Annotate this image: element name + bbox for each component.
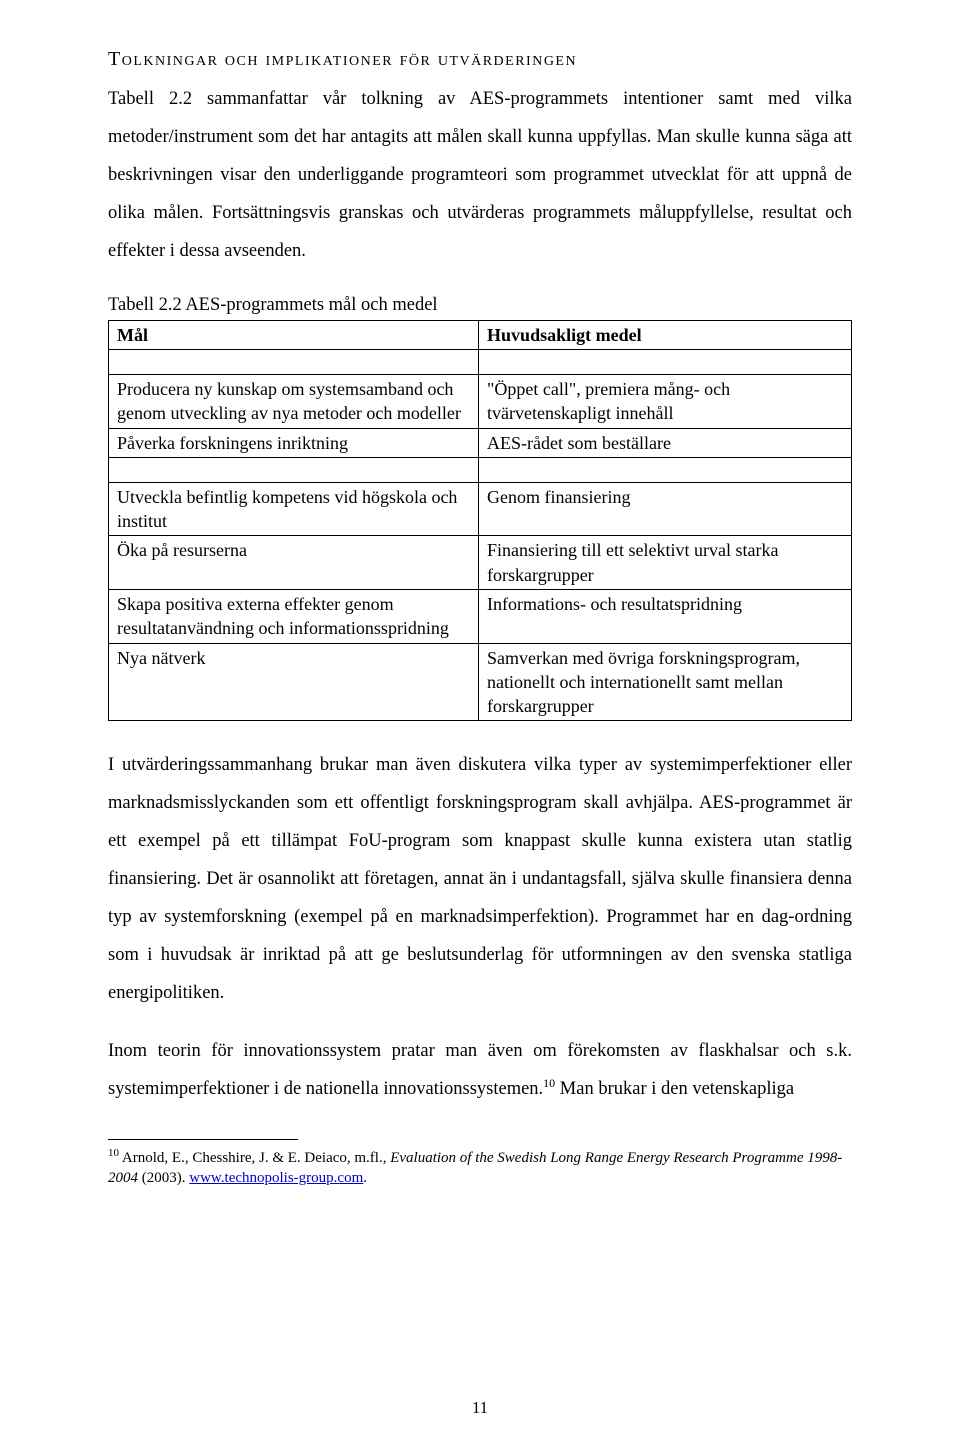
table-cell: Utveckla befintlig kompetens vid högskol… [109, 482, 479, 536]
footnote-rule [108, 1139, 298, 1140]
table-cell: Samverkan med övriga forskningsprogram, … [479, 643, 852, 721]
paragraph-1: Tabell 2.2 sammanfattar vår tolkning av … [108, 81, 852, 271]
table-caption: Tabell 2.2 AES-programmets mål och medel [108, 295, 852, 316]
section-heading: Tolkningar och implikationer för utvärde… [108, 48, 852, 71]
goals-table: Mål Huvudsakligt medel Producera ny kuns… [108, 320, 852, 722]
paragraph-2: I utvärderingssammanhang brukar man även… [108, 747, 852, 1012]
page-number: 11 [0, 1398, 960, 1418]
table-blank-row [109, 457, 852, 482]
footnote-number: 10 [108, 1147, 119, 1159]
table-row: Skapa positiva externa effekter genom re… [109, 589, 852, 643]
table-cell: Informations- och resultatspridning [479, 589, 852, 643]
table-row: Utveckla befintlig kompetens vid högskol… [109, 482, 852, 536]
table-header-col2: Huvudsakligt medel [479, 320, 852, 349]
table-row: Nya nätverk Samverkan med övriga forskni… [109, 643, 852, 721]
footnote-link[interactable]: www.technopolis-group.com [189, 1170, 363, 1186]
table-cell: Producera ny kunskap om systemsamband oc… [109, 374, 479, 428]
table-row: Öka på resurserna Finansiering till ett … [109, 536, 852, 590]
page: Tolkningar och implikationer för utvärde… [0, 0, 960, 1456]
table-cell: "Öppet call", premiera mång- och tvärvet… [479, 374, 852, 428]
table-cell: Finansiering till ett selektivt urval st… [479, 536, 852, 590]
table-cell: Skapa positiva externa effekter genom re… [109, 589, 479, 643]
table-cell: Öka på resurserna [109, 536, 479, 590]
table-cell: Genom finansiering [479, 482, 852, 536]
footnote-text-a: Arnold, E., Chesshire, J. & E. Deiaco, m… [119, 1150, 390, 1166]
table-row: Producera ny kunskap om systemsamband oc… [109, 374, 852, 428]
table-header-col1: Mål [109, 320, 479, 349]
footnote-text-c: . [363, 1170, 367, 1186]
table-blank-row [109, 349, 852, 374]
table-row: Påverka forskningens inriktning AES-råde… [109, 428, 852, 457]
table-cell: Nya nätverk [109, 643, 479, 721]
footnote-ref: 10 [543, 1076, 555, 1090]
table-cell: Påverka forskningens inriktning [109, 428, 479, 457]
footnote: 10 Arnold, E., Chesshire, J. & E. Deiaco… [108, 1146, 852, 1189]
paragraph-3-b: Man brukar i den vetenskapliga [555, 1079, 794, 1099]
table-header-row: Mål Huvudsakligt medel [109, 320, 852, 349]
paragraph-3: Inom teorin för innovationssystem pratar… [108, 1033, 852, 1109]
table-cell: AES-rådet som beställare [479, 428, 852, 457]
footnote-text-b: (2003). [138, 1170, 189, 1186]
